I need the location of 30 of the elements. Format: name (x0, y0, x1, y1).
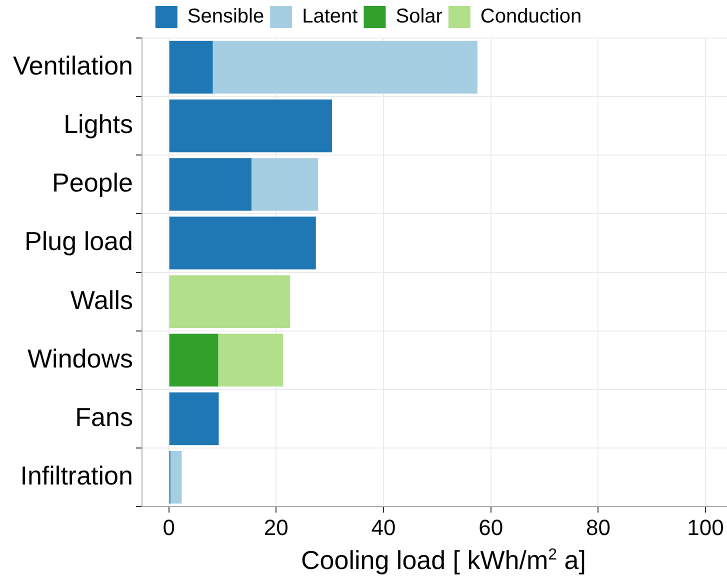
x-tick-label: 80 (586, 514, 610, 540)
legend-label: Conduction (480, 6, 582, 28)
bar (169, 158, 252, 211)
y-tick-label: Infiltration (20, 460, 133, 490)
x-axis-title: Cooling load [ kWh/m$^{2}$ a] (300, 545, 587, 576)
y-tick-label: Plug load (24, 226, 133, 256)
x-tick-label: 60 (478, 514, 504, 540)
legend-label: Solar (396, 6, 443, 28)
bar (169, 216, 316, 270)
y-tick-label: Ventilation (13, 50, 133, 80)
bar (218, 334, 284, 387)
bar (251, 158, 318, 211)
y-tick-label: People (52, 168, 133, 198)
legend-label: Latent (302, 6, 358, 28)
bar (212, 40, 478, 94)
bar (169, 334, 218, 387)
bar (169, 392, 219, 446)
y-tick-label: Lights (64, 109, 133, 140)
y-tick-label: Windows (28, 343, 133, 374)
legend-label: Sensible (187, 6, 264, 28)
x-tick-label: 40 (371, 514, 396, 540)
x-tick-label: 20 (264, 514, 288, 540)
y-tick-label: Fans (75, 402, 133, 432)
bar (169, 275, 290, 328)
bar (170, 450, 182, 504)
y-tick-label: Walls (70, 284, 133, 315)
x-tick-label: 0 (162, 514, 175, 540)
bar (169, 100, 332, 152)
x-tick-label: 100 (687, 514, 724, 540)
bar (169, 40, 213, 94)
